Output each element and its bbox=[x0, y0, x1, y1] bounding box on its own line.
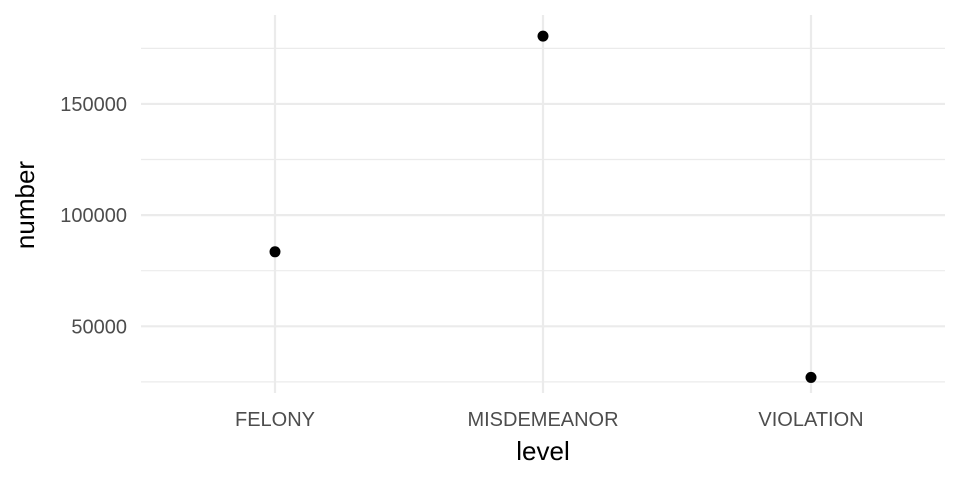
x-axis-title: level bbox=[516, 436, 569, 466]
y-tick-label: 100000 bbox=[60, 205, 127, 227]
y-tick-label: 50000 bbox=[71, 316, 127, 338]
x-tick-label: FELONY bbox=[235, 409, 315, 431]
x-tick-label: MISDEMEANOR bbox=[467, 409, 618, 431]
y-tick-labels: 50000 100000 150000 bbox=[60, 94, 127, 338]
x-tick-label: VIOLATION bbox=[758, 409, 863, 431]
grid-layer bbox=[141, 15, 945, 393]
x-tick-labels: FELONY MISDEMEANOR VIOLATION bbox=[235, 409, 864, 431]
data-point bbox=[269, 246, 281, 258]
data-point bbox=[537, 30, 549, 42]
y-tick-label: 150000 bbox=[60, 94, 127, 116]
y-axis-title: number bbox=[10, 161, 40, 249]
data-point bbox=[805, 371, 817, 383]
point-layer bbox=[269, 30, 817, 383]
